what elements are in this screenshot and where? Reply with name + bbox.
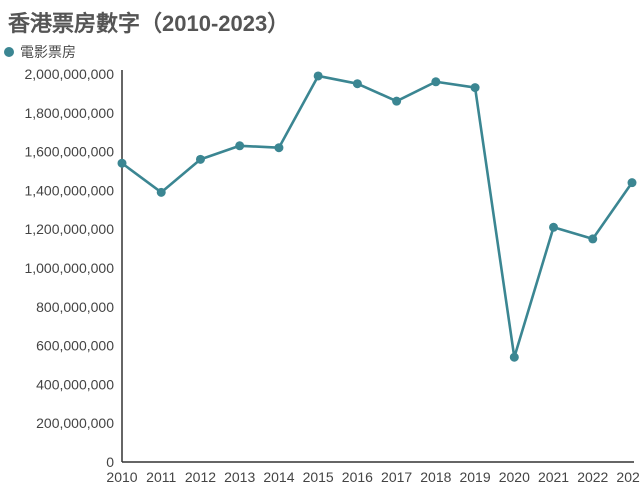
y-tick-label: 1,400,000,000 (24, 182, 114, 198)
data-point (471, 83, 480, 92)
y-tick-label: 200,000,000 (36, 415, 114, 431)
y-tick-label: 2,000,000,000 (24, 66, 114, 82)
data-point (431, 77, 440, 86)
data-point (274, 143, 283, 152)
y-tick-label: 0 (106, 454, 114, 470)
x-tick-label: 2023 (616, 469, 640, 485)
x-tick-label: 2021 (538, 469, 569, 485)
data-point (235, 141, 244, 150)
data-point (157, 188, 166, 197)
data-point (314, 71, 323, 80)
series-line (122, 76, 632, 357)
x-tick-label: 2011 (146, 469, 176, 485)
x-tick-label: 2013 (224, 469, 255, 485)
data-point (510, 353, 519, 362)
x-tick-label: 2016 (342, 469, 373, 485)
x-tick-label: 2019 (459, 469, 490, 485)
x-tick-label: 2017 (381, 469, 412, 485)
data-point (628, 178, 637, 187)
data-point (118, 159, 127, 168)
chart-svg: 0 200,000,000 400,000,000 600,000,000 800,00… (0, 0, 640, 501)
x-tick-label: 2022 (577, 469, 608, 485)
data-point (549, 223, 558, 232)
y-tick-label: 400,000,000 (36, 376, 114, 392)
y-tick-label: 1,000,000,000 (24, 260, 114, 276)
x-tick-label: 2018 (420, 469, 451, 485)
x-tick-label: 2020 (499, 469, 530, 485)
boxoffice-chart: 香港票房數字（2010-2023） 電影票房 0200,000,000400,0… (0, 0, 640, 501)
data-point (196, 155, 205, 164)
y-tick-label: 1,800,000,000 (24, 105, 114, 121)
x-tick-label: 2010 (106, 469, 137, 485)
y-tick-label: 600,000,000 (36, 338, 114, 354)
x-tick-label: 2012 (185, 469, 216, 485)
x-tick-label: 2015 (303, 469, 334, 485)
y-tick-label: 1,200,000,000 (24, 221, 114, 237)
data-point (353, 79, 362, 88)
data-point (588, 234, 597, 243)
data-point (392, 97, 401, 106)
x-tick-label: 2014 (263, 469, 294, 485)
y-tick-label: 1,600,000,000 (24, 144, 114, 160)
y-tick-label: 800,000,000 (36, 299, 114, 315)
